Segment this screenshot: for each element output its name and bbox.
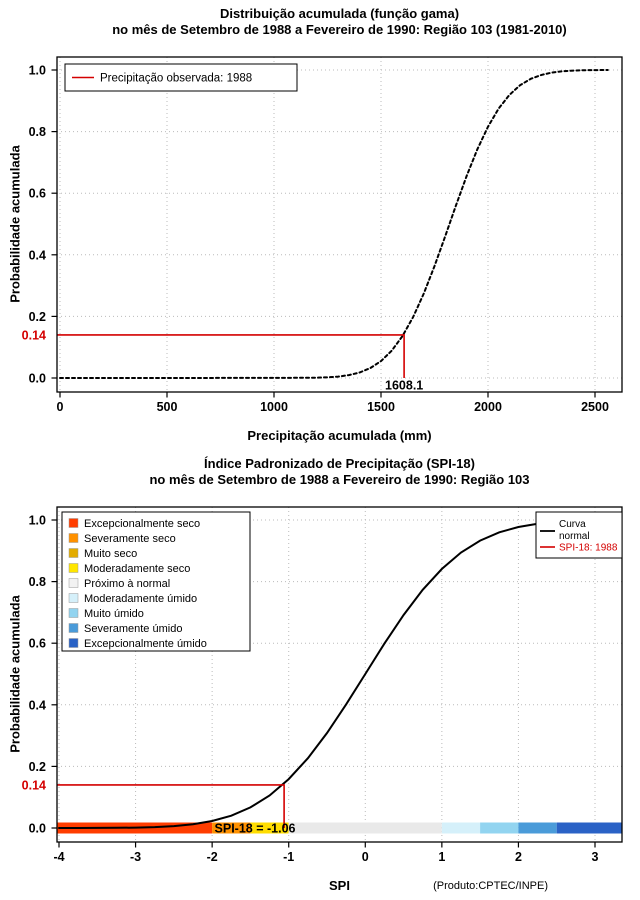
- x-tick-label: 1500: [367, 400, 395, 414]
- category-label: Muito seco: [84, 548, 137, 560]
- spi-cdf-plot: 0.14 SPI-18 = -1.06 -4 -3 -2 -1 0 1 2 3 0.0 0.2 0.4 0…: [22, 506, 623, 864]
- spi-category-bar-segment: [480, 822, 519, 834]
- spi-category-bar-segment: [288, 822, 442, 834]
- category-legend-box: [61, 511, 251, 652]
- curve-legend-box: [535, 511, 623, 559]
- y-tick-label: 0.8: [29, 125, 46, 139]
- x-tick-label: 3: [592, 850, 599, 864]
- spi-category-bar-segment: [556, 822, 622, 834]
- category-color-swatch: [68, 533, 79, 543]
- chart2-x-axis-title: SPI: [329, 878, 350, 893]
- category-label: Próximo à normal: [84, 578, 170, 590]
- x-tick-label: -1: [283, 850, 294, 864]
- category-color-swatch: [68, 593, 79, 603]
- x-tick-label: 1: [438, 850, 445, 864]
- product-credit-label: (Produto:CPTEC/INPE): [433, 880, 548, 892]
- category-color-swatch: [68, 548, 79, 558]
- normal-cdf-curve: [58, 519, 596, 829]
- gamma-cdf-chart: Distribuição acumulada (função gama) no …: [7, 6, 623, 443]
- probability-reference-label: 0.14: [22, 328, 46, 342]
- y-tick-label: 0.2: [29, 310, 46, 324]
- gamma-cdf-plot: 0.14 1608.1 0 500 1000 1500 2000 2500 0.0 0.2 0.4 0…: [22, 56, 623, 414]
- x-tick-label: -4: [53, 850, 64, 864]
- y-tick-label: 0.6: [29, 637, 46, 651]
- observed-value-label: 1608.1: [385, 379, 423, 393]
- spi-value-annotation: SPI-18 = -1.06: [215, 822, 296, 836]
- spi-category-bar-segment: [250, 822, 289, 834]
- chart1-title-line2: no mês de Setembro de 1988 a Fevereiro d…: [112, 22, 567, 37]
- category-label: Severamente seco: [84, 533, 176, 545]
- category-color-swatch: [68, 608, 79, 618]
- x-tick-label: 0: [57, 400, 64, 414]
- category-label: Excepcionalmente seco: [84, 518, 200, 530]
- chart2-title-line2: no mês de Setembro de 1988 a Fevereiro d…: [149, 472, 530, 487]
- curve-legend-label: normal: [559, 531, 590, 542]
- plot-frame: [56, 506, 623, 843]
- x-tick-label: 2000: [474, 400, 502, 414]
- plot-frame: [56, 56, 623, 393]
- curve-legend-label: SPI-18: 1988: [559, 543, 618, 554]
- x-tick-label: -3: [130, 850, 141, 864]
- y-tick-label: 0.4: [29, 698, 46, 712]
- x-tick-label: 2500: [581, 400, 609, 414]
- x-tick-label: -2: [207, 850, 218, 864]
- x-tick-label: 1000: [260, 400, 288, 414]
- chart2-title: Índice Padronizado de Precipitação (SPI-…: [57, 456, 622, 488]
- y-tick-label: 0.8: [29, 575, 46, 589]
- category-color-swatch: [68, 638, 79, 648]
- y-tick-label: 1.0: [29, 514, 46, 528]
- category-color-swatch: [68, 623, 79, 633]
- category-label: Severamente úmido: [84, 623, 182, 635]
- spi-category-bar-segment: [518, 822, 557, 834]
- spi-reference-line: [57, 784, 285, 828]
- x-tick-label: 2: [515, 850, 522, 864]
- y-tick-label: 0.6: [29, 187, 46, 201]
- category-label: Moderadamente seco: [84, 563, 190, 575]
- category-label: Muito úmido: [84, 608, 144, 620]
- gamma-cdf-curve: [59, 69, 609, 379]
- category-label: Excepcionalmente úmido: [84, 638, 207, 650]
- chart2-y-axis-title: Probabilidade acumulada: [7, 595, 23, 753]
- x-tick-label: 0: [362, 850, 369, 864]
- chart1-y-axis-title: Probabilidade acumulada: [7, 145, 23, 303]
- category-color-swatch: [68, 563, 79, 573]
- x-tick-label: 500: [157, 400, 178, 414]
- y-tick-label: 1.0: [29, 64, 46, 78]
- chart2-title-line1: Índice Padronizado de Precipitação (SPI-…: [204, 456, 475, 471]
- curve-legend-label: Curva: [559, 519, 586, 530]
- category-color-swatch: [68, 578, 79, 588]
- chart1-title: Distribuição acumulada (função gama) no …: [57, 6, 622, 38]
- probability-reference-label: 0.14: [22, 778, 46, 792]
- legend-label: Precipitação observada: 1988: [100, 73, 252, 85]
- legend-box: [64, 63, 298, 92]
- observed-precipitation-reference-line: [57, 334, 405, 378]
- chart1-x-axis-title: Precipitação acumulada (mm): [247, 428, 432, 443]
- spi-category-bar-segment: [212, 822, 251, 834]
- category-label: Moderadamente úmido: [84, 593, 197, 605]
- spi-category-bar-segment: [441, 822, 481, 834]
- y-tick-label: 0.4: [29, 248, 46, 262]
- chart1-title-line1: Distribuição acumulada (função gama): [219, 6, 460, 21]
- spi-cdf-chart: Índice Padronizado de Precipitação (SPI-…: [0, 450, 640, 900]
- category-color-swatch: [68, 518, 79, 528]
- y-tick-label: 0.2: [29, 760, 46, 774]
- y-tick-label: 0.0: [29, 372, 46, 386]
- y-tick-label: 0.0: [29, 822, 46, 836]
